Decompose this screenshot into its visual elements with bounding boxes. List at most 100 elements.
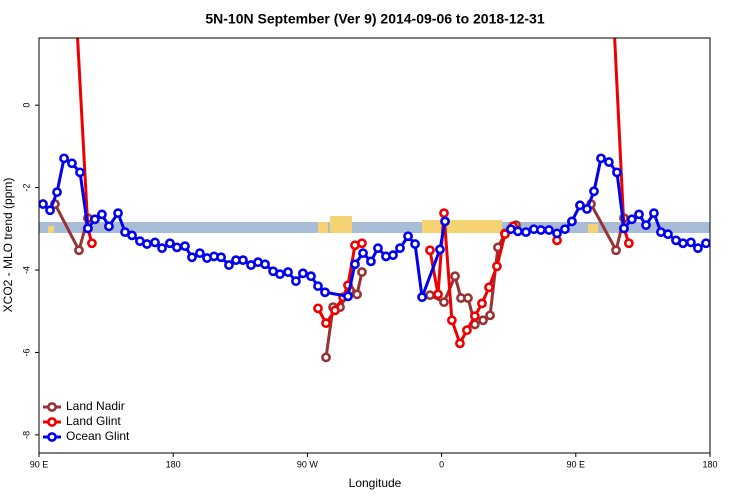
data-point [492,261,502,272]
data-point [357,267,367,277]
data-point [150,237,160,248]
data-point [238,255,248,266]
data-point [433,289,443,300]
land-strip [588,224,598,233]
data-point [75,167,85,178]
data-point [626,214,637,225]
data-point [97,209,107,220]
data-point [435,244,445,255]
legend-label: Ocean Glint [66,429,130,443]
data-point [306,271,316,282]
data-point [142,239,152,249]
data-point [693,243,703,254]
data-point [157,243,167,254]
data-point [87,238,97,249]
data-point [388,250,398,261]
data-point [343,291,353,302]
data-point [478,315,488,326]
legend-label: Land Nadir [66,399,125,413]
data-point [623,238,634,249]
data-point [425,245,435,256]
data-point [582,204,592,214]
data-point [330,305,340,316]
data-point [567,216,577,227]
data-point [313,281,323,291]
data-point [575,200,585,211]
data-point [260,259,270,270]
land-strip [330,216,352,233]
ocean-strip [39,222,710,233]
data-point [352,289,362,300]
y-tick-label: -4 [21,266,31,274]
data-point [686,237,696,248]
data-point [113,208,123,219]
data-point [463,293,473,303]
data-point [484,282,494,293]
data-point [358,248,368,259]
data-point [477,298,487,309]
data-point [513,226,523,237]
x-tick-label: 180 [166,459,181,469]
data-point [194,248,205,259]
data-point [357,238,367,249]
plot-area [39,38,710,363]
chart-title: 5N-10N September (Ver 9) 2014-09-06 to 2… [205,11,545,27]
data-point [321,352,331,363]
data-point [536,225,546,235]
x-axis-label: Longitude [349,476,402,490]
data-point [455,338,465,349]
data-point [283,267,293,277]
data-point [45,205,55,216]
x-tick-label: 90 E [567,459,586,469]
data-point [440,216,450,227]
data-point [663,229,673,240]
data-point [373,243,383,254]
data-point [544,225,554,235]
x-tick-label: 90 W [297,459,319,469]
data-point [425,290,435,301]
data-point [552,228,562,239]
data-point [641,220,651,231]
data-point [67,158,77,169]
data-point [172,242,182,253]
data-point [596,153,606,164]
data-point [350,259,360,270]
data-point [450,271,460,282]
plot-frame [38,37,711,454]
data-point [313,303,323,314]
land-strip [422,220,502,233]
data-point [74,245,84,256]
data-point [395,243,405,254]
data-point [417,292,427,303]
data-point [224,260,234,270]
data-point [485,310,495,321]
data-point [701,238,710,249]
y-tick-label: -2 [21,184,31,192]
data-point [649,208,659,219]
data-point [275,269,285,280]
data-point [298,268,308,279]
data-point [320,287,330,298]
surface-strip [39,216,710,233]
data-point [52,187,62,198]
data-point [462,325,472,336]
data-point [39,199,48,209]
y-tick-label: 0 [21,103,31,108]
data-point [59,153,69,164]
data-point [83,223,93,234]
data-point [446,315,457,326]
land-strip [48,226,54,233]
data-point [216,252,226,263]
data-point [403,231,413,242]
data-point [104,221,114,232]
data-point [187,252,197,263]
land-strip [318,222,328,233]
data-point [500,229,510,240]
data-point [521,227,531,238]
x-tick-label: 0 [439,459,444,469]
legend-marker [47,417,57,427]
data-point [321,318,331,329]
data-point [180,241,190,252]
data-point [469,311,480,322]
